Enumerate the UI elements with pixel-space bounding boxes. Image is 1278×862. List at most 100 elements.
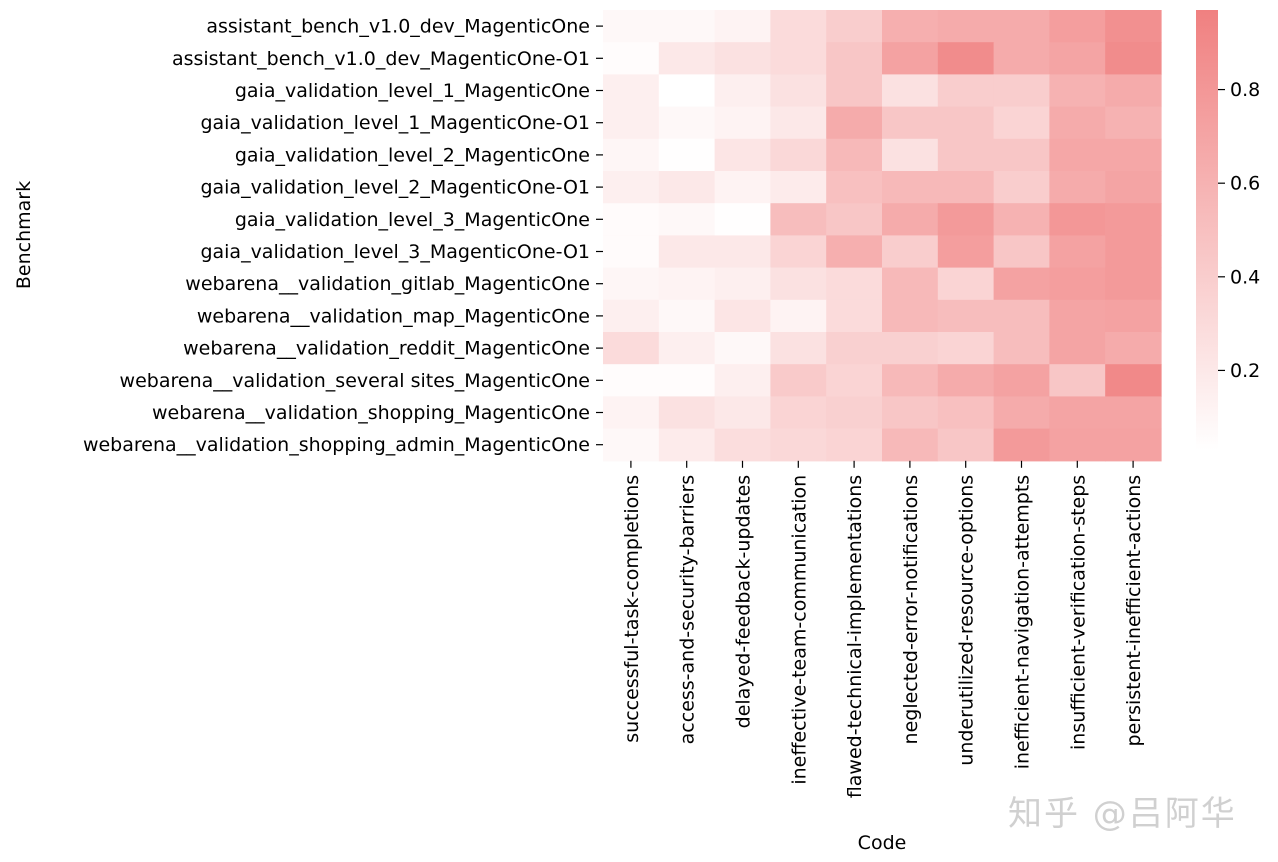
heatmap-cell xyxy=(714,332,771,365)
heatmap-cell xyxy=(770,42,827,75)
row-label: assistant_bench_v1.0_dev_MagenticOne-O1 xyxy=(172,48,590,70)
heatmap-cell xyxy=(1049,203,1106,236)
heatmap-cells xyxy=(603,10,1162,462)
heatmap-cell xyxy=(658,74,716,108)
heatmap-cell xyxy=(1049,138,1106,172)
heatmap-cell xyxy=(714,396,771,430)
heatmap-cell xyxy=(937,428,995,462)
heatmap-cell xyxy=(603,203,660,236)
heatmap-cell xyxy=(993,267,1050,301)
heatmap-cell xyxy=(603,235,660,269)
heatmap-cell xyxy=(714,74,771,108)
heatmap-cell xyxy=(826,235,883,269)
row-label: webarena__validation_gitlab_MagenticOne xyxy=(185,273,590,295)
heatmap-cell xyxy=(658,364,716,397)
heatmap-cell xyxy=(658,42,716,75)
heatmap-cell xyxy=(770,396,827,430)
heatmap-cell xyxy=(1105,42,1162,75)
heatmap-cell xyxy=(770,203,827,236)
row-labels: assistant_bench_v1.0_dev_MagenticOneassi… xyxy=(83,16,603,456)
heatmap-cell xyxy=(993,396,1050,430)
heatmap-cell xyxy=(658,428,716,462)
heatmap-cell xyxy=(770,10,827,43)
heatmap-cell xyxy=(993,332,1050,365)
row-label: webarena__validation_reddit_MagenticOne xyxy=(183,338,590,360)
heatmap-cell xyxy=(714,138,771,172)
heatmap-cell xyxy=(826,42,883,75)
heatmap-cell xyxy=(603,364,660,397)
heatmap-cell xyxy=(714,42,771,75)
column-label: insufficient-verification-steps xyxy=(1067,475,1089,750)
heatmap-cell xyxy=(937,138,995,172)
row-label: gaia_validation_level_1_MagenticOne-O1 xyxy=(200,112,590,134)
heatmap-cell xyxy=(770,364,827,397)
heatmap-cell xyxy=(1049,332,1106,365)
heatmap-cell xyxy=(1049,171,1106,204)
heatmap-cell xyxy=(1049,10,1106,43)
heatmap-cell xyxy=(826,332,883,365)
heatmap-cell xyxy=(882,106,939,140)
heatmap-cell xyxy=(603,74,660,108)
heatmap-cell xyxy=(882,42,939,75)
heatmap-cell xyxy=(826,10,883,43)
heatmap-cell xyxy=(714,203,771,236)
heatmap-cell xyxy=(882,332,939,365)
heatmap-cell xyxy=(1049,42,1106,75)
heatmap-cell xyxy=(937,396,995,430)
heatmap-cell xyxy=(993,74,1050,108)
heatmap-cell xyxy=(1049,106,1106,140)
heatmap-cell xyxy=(603,171,660,204)
column-label: ineffective-team-communication xyxy=(788,475,810,785)
heatmap-cell xyxy=(993,428,1050,462)
heatmap-cell xyxy=(1105,10,1162,43)
heatmap-cell xyxy=(1049,428,1106,462)
heatmap-cell xyxy=(603,267,660,301)
heatmap-cell xyxy=(1049,74,1106,108)
heatmap-cell xyxy=(603,396,660,430)
heatmap-cell xyxy=(658,138,716,172)
heatmap-cell xyxy=(770,106,827,140)
heatmap-cell xyxy=(882,10,939,43)
heatmap-cell xyxy=(658,10,716,43)
column-label: flawed-technical-implementations xyxy=(844,475,866,798)
y-axis-label: Benchmark xyxy=(13,181,35,289)
heatmap-cell xyxy=(658,106,716,140)
heatmap-cell xyxy=(658,203,716,236)
heatmap-cell xyxy=(937,106,995,140)
colorbar-tick-label: 0.2 xyxy=(1230,360,1260,382)
heatmap-cell xyxy=(603,106,660,140)
colorbar: 0.2 0.4 0.6 0.8 xyxy=(1196,10,1260,450)
heatmap-cell xyxy=(770,138,827,172)
heatmap-cell xyxy=(937,42,995,75)
column-label: neglected-error-notifications xyxy=(900,475,922,745)
heatmap-cell xyxy=(993,299,1050,333)
heatmap-cell xyxy=(993,106,1050,140)
heatmap-cell xyxy=(770,74,827,108)
heatmap-cell xyxy=(826,428,883,462)
heatmap-cell xyxy=(882,74,939,108)
row-label: gaia_validation_level_2_MagenticOne xyxy=(235,144,590,166)
heatmap-cell xyxy=(1105,106,1162,140)
heatmap-cell xyxy=(1105,428,1162,462)
row-label: webarena__validation_several sites_Magen… xyxy=(120,370,590,392)
heatmap-cell xyxy=(1049,396,1106,430)
heatmap-cell xyxy=(714,10,771,43)
heatmap-cell xyxy=(714,235,771,269)
heatmap-cell xyxy=(770,171,827,204)
heatmap-cell xyxy=(1105,203,1162,236)
heatmap-cell xyxy=(603,299,660,333)
column-label: inefficient-navigation-attempts xyxy=(1012,475,1034,769)
watermark-text: 知乎 @吕阿华 xyxy=(1008,794,1237,834)
heatmap-cell xyxy=(1049,235,1106,269)
column-label: underutilized-resource-options xyxy=(956,475,978,766)
heatmap-cell xyxy=(826,106,883,140)
heatmap-cell xyxy=(603,42,660,75)
heatmap-cell xyxy=(882,235,939,269)
row-label: webarena__validation_shopping_MagenticOn… xyxy=(152,402,590,424)
row-label: gaia_validation_level_3_MagenticOne xyxy=(235,209,590,231)
heatmap-cell xyxy=(882,138,939,172)
row-label: assistant_bench_v1.0_dev_MagenticOne xyxy=(206,16,590,38)
heatmap-cell xyxy=(603,138,660,172)
heatmap-cell xyxy=(993,42,1050,75)
